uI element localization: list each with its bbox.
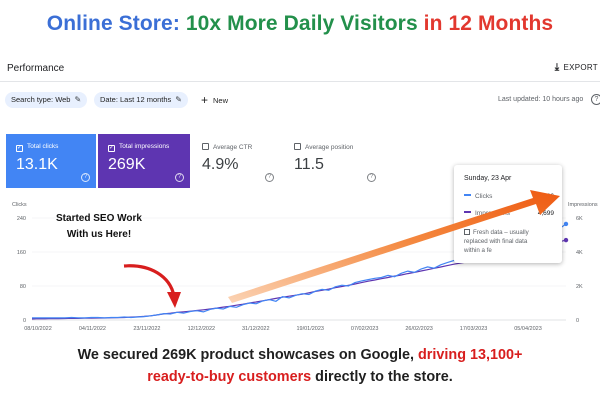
headline-part-c: in 12 Months (417, 12, 554, 35)
tooltip-clicks-row: Clicks 226 (464, 193, 556, 200)
data-point-clicks (563, 221, 569, 227)
y-right-tick-label: 6K (576, 216, 583, 222)
x-tick-label: 26/02/2023 (405, 326, 433, 332)
metric-value: 4.9% (202, 156, 239, 173)
caption-highlight: driving 13,100+ (418, 347, 523, 363)
help-icon: ? (367, 173, 376, 182)
caption-text: directly to the store. (311, 369, 453, 385)
metric-label: Average position (305, 144, 354, 151)
tooltip-impressions-value: 4,699 (537, 210, 554, 217)
download-icon: ⤓ (554, 62, 560, 73)
date-filter-label: Date: Last 12 months (100, 95, 172, 104)
fresh-note-line: within a fe (464, 247, 492, 254)
metric-label: Average CTR (213, 144, 253, 151)
metric-value: 269K (108, 156, 146, 173)
tooltip-impressions-row: Impressions 4,699 (464, 210, 556, 217)
new-filter-button[interactable]: + New (201, 92, 228, 108)
divider (0, 81, 600, 82)
fresh-note-line: replaced with final data (464, 238, 528, 245)
search-console-screenshot: Performance ⤓ EXPORT Search type: Web ✎ Da… (0, 56, 600, 334)
metric-value: 11.5 (294, 156, 324, 173)
metric-card-total-impressions[interactable]: ✓ Total impressions 269K ? (98, 134, 190, 188)
edit-icon: ✎ (74, 95, 82, 104)
headline: Online Store: 10x More Daily Visitors in… (0, 12, 600, 36)
annotation-text: Started SEO Work With us Here! (44, 211, 154, 243)
metric-card-average-position[interactable]: Average position 11.5 ? (284, 134, 382, 188)
new-filter-label: New (213, 96, 229, 105)
search-type-filter[interactable]: Search type: Web ✎ (5, 92, 88, 108)
date-filter[interactable]: Date: Last 12 months ✎ (94, 92, 188, 108)
annotation-line: Started SEO Work (56, 213, 142, 224)
y-right-tick-label: 4K (576, 250, 583, 256)
export-button[interactable]: ⤓ EXPORT (555, 62, 598, 73)
metric-card-average-ctr[interactable]: Average CTR 4.9% ? (192, 134, 280, 188)
export-label: EXPORT (563, 63, 598, 72)
caption-highlight: ready-to-buy customers (147, 369, 312, 385)
data-point-impressions (563, 237, 569, 243)
y-right-tick-label: 0 (576, 318, 579, 324)
help-icon: ? (265, 173, 274, 182)
help-icon: ? (81, 173, 90, 182)
help-icon[interactable]: ? (591, 94, 600, 105)
plus-icon: + (201, 93, 209, 107)
chart-tooltip: Sunday, 23 Apr Clicks 226 Impressions 4,69… (454, 165, 562, 263)
caption-text: We secured 269K product showcases on Goo… (77, 347, 419, 363)
x-tick-label: 05/04/2023 (514, 326, 542, 332)
help-icon: ? (175, 173, 184, 182)
y-axis-right-label: Impressions (568, 202, 598, 208)
metric-card-total-clicks[interactable]: ✓ Total clicks 13.1K ? (6, 134, 96, 188)
caption: We secured 269K product showcases on Goo… (0, 344, 600, 388)
x-tick-label: 23/11/2022 (133, 326, 160, 332)
y-tick-label: 160 (17, 250, 26, 256)
metric-label: Total impressions (119, 143, 170, 150)
y-tick-label: 0 (23, 318, 26, 324)
clicks-swatch (464, 194, 471, 196)
x-tick-label: 08/10/2022 (24, 326, 52, 332)
x-tick-label: 17/03/2023 (460, 326, 488, 332)
x-tick-label: 04/11/2022 (79, 326, 106, 332)
last-updated: Last updated: 10 hours ago (498, 96, 584, 103)
page-title: Performance (7, 63, 65, 74)
calendar-icon (464, 229, 470, 235)
y-tick-label: 240 (17, 216, 26, 222)
x-tick-label: 19/01/2023 (296, 326, 324, 332)
checkbox-checked-icon: ✓ (16, 145, 23, 152)
checkbox-unchecked-icon (202, 143, 209, 150)
headline-part-b: 10x More Daily Visitors (179, 12, 418, 35)
x-tick-label: 07/02/2023 (351, 326, 379, 332)
checkbox-unchecked-icon (294, 143, 301, 150)
checkbox-checked-icon: ✓ (108, 145, 115, 152)
x-tick-label: 31/12/2022 (242, 326, 270, 332)
tooltip-fresh-note: Fresh data – usually replaced with final … (464, 228, 542, 255)
edit-icon: ✎ (175, 95, 182, 104)
y-tick-label: 80 (20, 284, 26, 290)
tooltip-impressions-label: Impressions (475, 210, 511, 217)
tooltip-clicks-value: 226 (543, 193, 554, 200)
search-type-label: Search type: Web (11, 95, 71, 104)
y-right-tick-label: 2K (576, 284, 583, 290)
tooltip-date: Sunday, 23 Apr (464, 175, 512, 182)
metric-label: Total clicks (27, 143, 59, 150)
tooltip-clicks-label: Clicks (475, 193, 493, 200)
annotation-line: With us Here! (66, 229, 132, 240)
impressions-swatch (464, 211, 471, 213)
metric-value: 13.1K (16, 156, 58, 173)
x-tick-label: 12/12/2022 (188, 326, 216, 332)
y-axis-label: Clicks (12, 202, 27, 208)
headline-part-a: Online Store: (46, 12, 180, 35)
fresh-note-line: Fresh data – usually (473, 229, 529, 236)
